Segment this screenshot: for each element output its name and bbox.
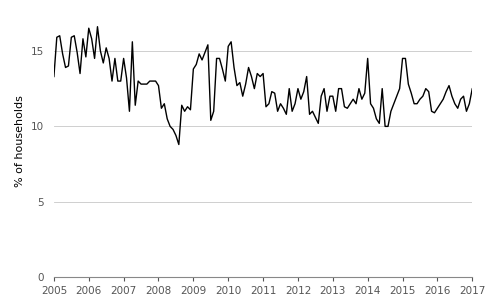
- Y-axis label: % of households: % of households: [15, 95, 26, 188]
